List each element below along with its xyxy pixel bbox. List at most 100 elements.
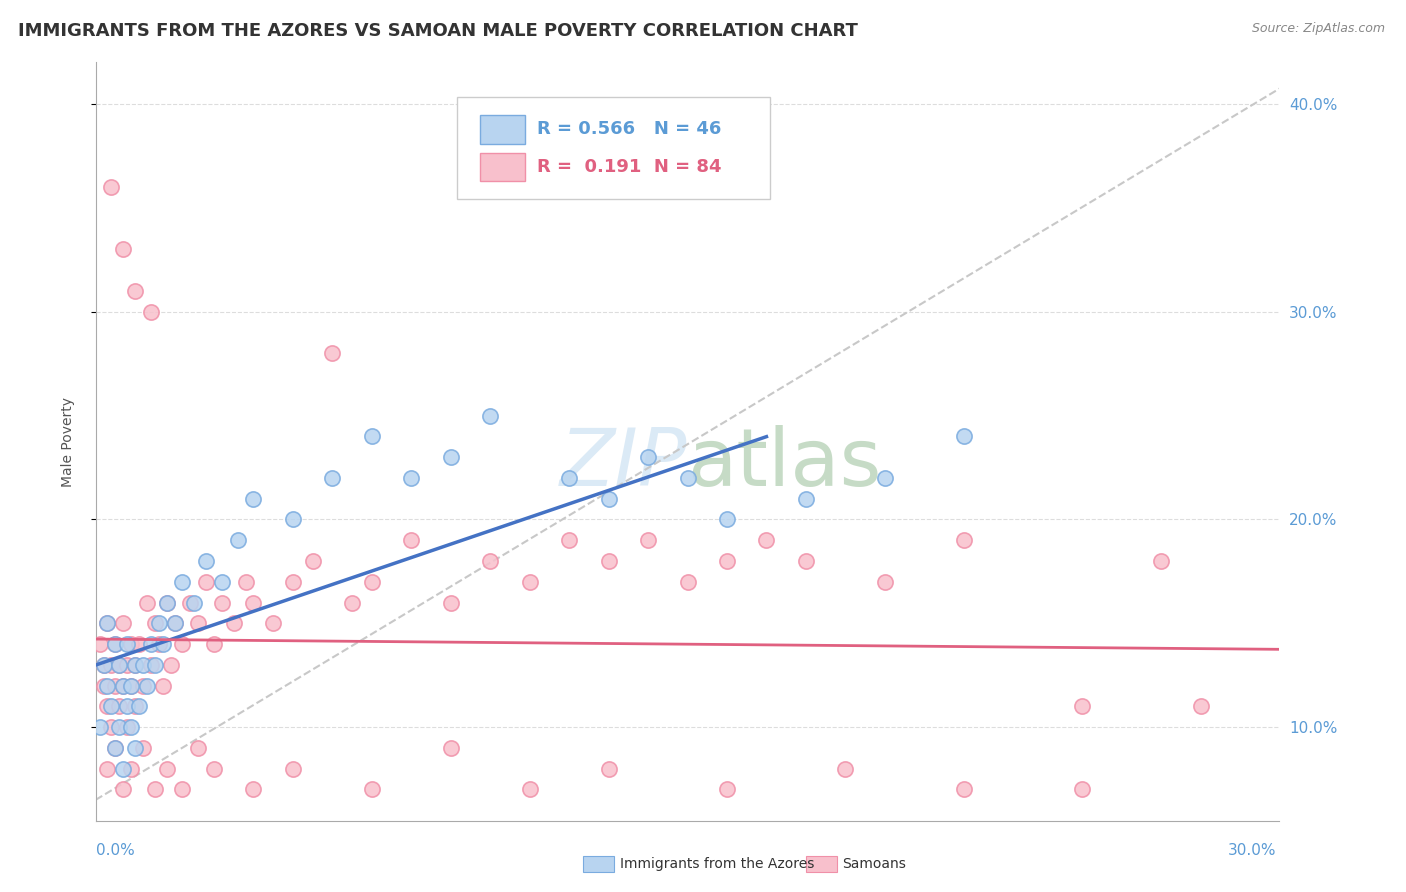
Point: [440, 450, 463, 464]
Point: [519, 782, 541, 797]
Point: [143, 657, 166, 672]
Text: R = 0.566   N = 46: R = 0.566 N = 46: [537, 120, 721, 138]
Point: [242, 595, 264, 609]
Point: [183, 595, 205, 609]
Point: [187, 740, 209, 755]
Point: [179, 595, 201, 609]
Text: Source: ZipAtlas.com: Source: ZipAtlas.com: [1251, 22, 1385, 36]
Point: [152, 679, 174, 693]
Point: [598, 491, 620, 506]
Point: [716, 512, 738, 526]
Point: [301, 554, 323, 568]
Point: [676, 471, 699, 485]
Point: [440, 740, 463, 755]
Point: [104, 679, 127, 693]
Point: [211, 574, 233, 589]
Point: [262, 616, 284, 631]
Point: [637, 450, 659, 464]
Point: [100, 699, 122, 714]
Point: [115, 720, 138, 734]
Point: [156, 762, 179, 776]
Point: [360, 429, 382, 443]
Point: [89, 637, 111, 651]
Point: [104, 637, 127, 651]
Point: [135, 679, 157, 693]
Point: [202, 762, 225, 776]
Point: [794, 554, 817, 568]
Point: [96, 616, 118, 631]
Point: [637, 533, 659, 548]
Point: [96, 616, 118, 631]
Point: [143, 782, 166, 797]
Text: R =  0.191  N = 84: R = 0.191 N = 84: [537, 158, 721, 176]
Point: [112, 762, 135, 776]
Text: 0.0%: 0.0%: [96, 843, 135, 858]
Point: [93, 657, 115, 672]
Point: [952, 533, 974, 548]
Point: [128, 699, 150, 714]
Point: [120, 679, 142, 693]
Text: ZIP: ZIP: [560, 425, 688, 503]
Point: [1071, 699, 1094, 714]
Point: [242, 491, 264, 506]
Point: [124, 657, 146, 672]
Point: [519, 574, 541, 589]
Point: [235, 574, 257, 589]
Point: [120, 720, 142, 734]
Point: [952, 429, 974, 443]
Point: [1189, 699, 1212, 714]
Point: [1150, 554, 1173, 568]
Point: [139, 304, 162, 318]
Text: Samoans: Samoans: [842, 857, 905, 871]
Point: [108, 657, 131, 672]
Point: [100, 657, 122, 672]
Point: [202, 637, 225, 651]
Point: [598, 554, 620, 568]
Bar: [481, 115, 526, 144]
Point: [873, 574, 896, 589]
Point: [676, 574, 699, 589]
Point: [222, 616, 245, 631]
Point: [321, 471, 343, 485]
Point: [93, 679, 115, 693]
Point: [115, 657, 138, 672]
Point: [104, 637, 127, 651]
Point: [100, 720, 122, 734]
Point: [108, 699, 131, 714]
Bar: [481, 153, 526, 181]
Point: [834, 762, 856, 776]
Point: [115, 699, 138, 714]
Point: [558, 533, 581, 548]
Point: [135, 595, 157, 609]
Point: [132, 740, 155, 755]
Point: [96, 699, 118, 714]
Point: [93, 657, 115, 672]
Point: [195, 554, 218, 568]
Point: [716, 782, 738, 797]
Point: [1071, 782, 1094, 797]
Point: [360, 782, 382, 797]
Point: [187, 616, 209, 631]
Point: [120, 679, 142, 693]
Text: IMMIGRANTS FROM THE AZORES VS SAMOAN MALE POVERTY CORRELATION CHART: IMMIGRANTS FROM THE AZORES VS SAMOAN MAL…: [18, 22, 858, 40]
Point: [148, 637, 170, 651]
Point: [755, 533, 778, 548]
Point: [132, 657, 155, 672]
Point: [112, 243, 135, 257]
Text: Immigrants from the Azores: Immigrants from the Azores: [620, 857, 814, 871]
Point: [115, 637, 138, 651]
Text: atlas: atlas: [688, 425, 882, 503]
Point: [124, 740, 146, 755]
Point: [558, 471, 581, 485]
Point: [172, 574, 194, 589]
Point: [163, 616, 186, 631]
Point: [321, 346, 343, 360]
FancyBboxPatch shape: [457, 96, 770, 199]
Point: [139, 637, 162, 651]
Point: [716, 554, 738, 568]
Point: [211, 595, 233, 609]
Text: 30.0%: 30.0%: [1229, 843, 1277, 858]
Point: [873, 471, 896, 485]
Point: [340, 595, 363, 609]
Point: [156, 595, 179, 609]
